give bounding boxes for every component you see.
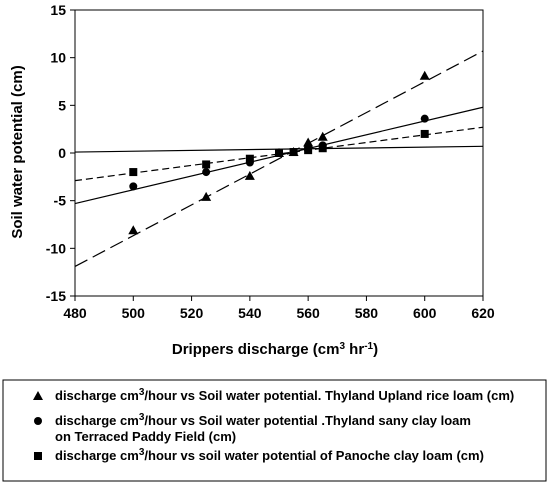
square-point-series-3 bbox=[245, 154, 254, 163]
square-point-series-3 bbox=[304, 146, 313, 155]
legend-label-series-2-line2: on Terraced Paddy Field (cm) bbox=[55, 429, 236, 444]
triangle-point-series-1 bbox=[201, 191, 212, 201]
axes: 480 500 520 540 560 580 600 620 -15 -10 -5 0 5 10 15 bbox=[46, 2, 495, 321]
x-tick-label: 600 bbox=[413, 305, 437, 321]
y-axis-title: Soil water potential (cm) bbox=[9, 65, 26, 238]
square-point-series-3 bbox=[318, 144, 327, 153]
x-tick-label: 520 bbox=[180, 305, 204, 321]
legend-marker-series-3 bbox=[34, 452, 42, 460]
x-tick-label: 480 bbox=[63, 305, 87, 321]
square-point-series-3 bbox=[202, 160, 211, 169]
legend-label-series-3: discharge cm3/hour vs soil water potenti… bbox=[55, 447, 484, 464]
legend: discharge cm3/hour vs Soil water potenti… bbox=[33, 387, 514, 464]
legend-marker-series-1 bbox=[33, 391, 43, 400]
x-tick-label: 500 bbox=[122, 305, 146, 321]
circle-point-series-2 bbox=[129, 182, 138, 191]
square-point-series-3 bbox=[420, 129, 429, 138]
square-point-series-3 bbox=[275, 149, 283, 157]
triangle-point-series-1 bbox=[303, 137, 314, 147]
legend-label-series-1: discharge cm3/hour vs Soil water potenti… bbox=[55, 387, 514, 404]
x-tick-label: 620 bbox=[471, 305, 495, 321]
data-points bbox=[128, 70, 430, 235]
legend-marker-series-2 bbox=[34, 417, 42, 425]
circle-point-series-2 bbox=[202, 168, 211, 177]
y-tick-label: -15 bbox=[46, 288, 66, 304]
fit-line-series-3 bbox=[74, 126, 484, 182]
x-axis-title: Drippers discharge (cm3 hr-1) bbox=[172, 341, 378, 359]
square-point-series-3 bbox=[289, 148, 298, 157]
x-tick-label: 540 bbox=[238, 305, 262, 321]
legend-label-series-2: discharge cm3/hour vs Soil water potenti… bbox=[55, 412, 471, 429]
x-tick-label: 560 bbox=[296, 305, 320, 321]
triangle-point-series-1 bbox=[128, 225, 139, 235]
y-tick-label: 15 bbox=[50, 2, 66, 18]
y-tick-label: -5 bbox=[54, 193, 67, 209]
circle-point-series-2 bbox=[420, 114, 429, 123]
legend-box bbox=[2, 379, 547, 482]
y-tick-label: 0 bbox=[58, 145, 66, 161]
fit-line-series-1 bbox=[74, 50, 484, 267]
triangle-point-series-1 bbox=[317, 131, 328, 141]
triangle-point-series-1 bbox=[419, 70, 430, 80]
x-tick-label: 580 bbox=[355, 305, 379, 321]
y-tick-label: -10 bbox=[46, 240, 66, 256]
y-tick-label: 5 bbox=[58, 97, 66, 113]
triangle-point-series-1 bbox=[244, 170, 255, 180]
y-tick-label: 10 bbox=[50, 50, 66, 66]
square-point-series-3 bbox=[129, 168, 138, 177]
